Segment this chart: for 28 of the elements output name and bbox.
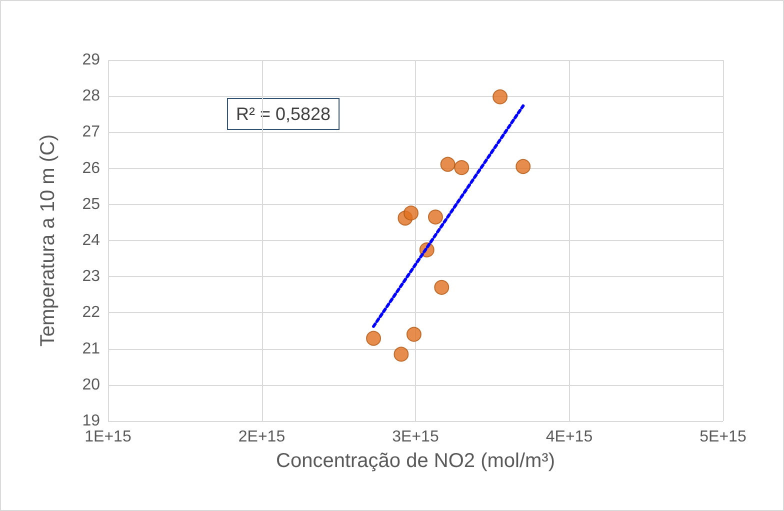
y-tick-label: 29	[82, 52, 100, 68]
y-tick-label: 25	[82, 196, 100, 213]
point	[516, 159, 531, 174]
y-axis-title: Temperatura a 10 m (C)	[37, 134, 59, 347]
point	[366, 330, 382, 346]
point	[454, 160, 470, 176]
y-tick-label: 24	[82, 232, 100, 249]
y-tick-label: 23	[82, 268, 100, 286]
point	[406, 326, 422, 342]
x-tick-label: 2E+15	[238, 428, 286, 446]
y-tick-label: 22	[82, 304, 100, 322]
y-tick-label: 28	[82, 88, 100, 105]
x-tick-label: 3E+15	[392, 428, 439, 446]
point	[394, 346, 409, 362]
point	[492, 89, 508, 104]
x-axis-title: Concentração de NO2 (mol/m³)	[276, 450, 555, 472]
point	[404, 206, 419, 221]
point	[440, 156, 456, 172]
x-tick-label: 5E+15	[700, 428, 746, 446]
point	[428, 210, 443, 225]
x-tick-label: 1E+15	[84, 428, 132, 446]
y-tick-label: 21	[82, 340, 100, 358]
point	[434, 280, 450, 295]
y-tick-label: 19	[82, 412, 100, 430]
y-tick-label: 20	[82, 376, 100, 394]
x-tick-label: 4E+15	[546, 428, 593, 446]
y-tick-label: 27	[82, 124, 100, 141]
y-tick-label: 26	[82, 160, 100, 177]
